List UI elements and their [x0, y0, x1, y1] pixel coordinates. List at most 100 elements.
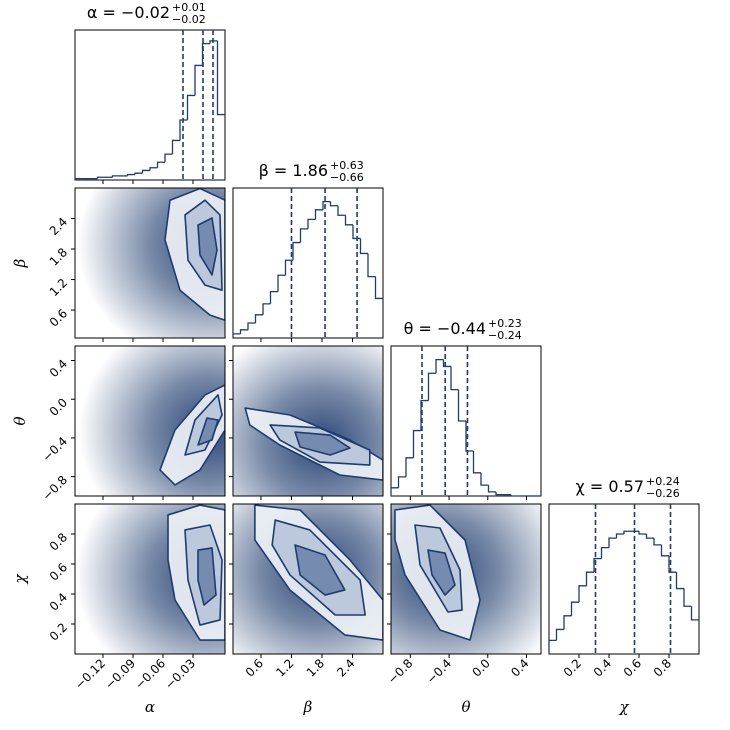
histogram-step [495, 491, 504, 496]
title-upper: +0.23 [488, 317, 522, 330]
panel-title: θ = −0.44 [404, 319, 486, 338]
x-tick-label: 2.4 [334, 656, 357, 679]
x-tick-label: −0.09 [102, 656, 138, 692]
y-tick-label: 2.4 [47, 215, 70, 238]
histogram-step [623, 530, 632, 534]
panel-frame [232, 345, 384, 497]
histogram-step [690, 606, 699, 621]
histogram-step [156, 161, 165, 168]
histogram-step [420, 399, 429, 431]
title-upper: +0.01 [172, 1, 206, 14]
histogram-step [96, 176, 105, 179]
histogram-step [675, 572, 684, 590]
x-tick-label: 0.6 [243, 656, 266, 679]
y-tick-label: 0.4 [47, 357, 70, 380]
histogram-step [209, 40, 218, 44]
y-axis-label: β [11, 258, 29, 268]
panel-title: α = −0.02 [87, 3, 170, 22]
histogram-step [307, 218, 316, 229]
histogram-step [683, 588, 692, 607]
histogram-step [668, 555, 677, 573]
histogram-step [292, 241, 301, 261]
histogram-step [450, 366, 459, 391]
title-lower: −0.66 [330, 171, 364, 184]
x-tick-label: 0.2 [561, 656, 584, 679]
histogram-step [149, 167, 158, 171]
histogram-step [548, 639, 557, 654]
histogram-step [472, 451, 481, 474]
histogram-step [134, 172, 143, 175]
panel-frame [390, 345, 542, 497]
y-axis-label: θ [11, 416, 29, 425]
histogram-step [344, 215, 353, 226]
panel [78, 346, 225, 496]
histogram-step [164, 153, 173, 163]
x-axis-label: χ [618, 698, 629, 716]
histogram-step [277, 274, 286, 292]
histogram-step [126, 173, 135, 176]
contour [184, 394, 223, 456]
histogram-step [367, 253, 376, 278]
y-tick-label: 0.4 [47, 590, 70, 613]
x-tick-label: −0.03 [162, 656, 198, 692]
histogram-step [314, 209, 323, 220]
histogram-step [555, 628, 564, 641]
histogram-step [337, 205, 346, 216]
y-tick-label: −0.4 [40, 434, 71, 465]
histogram-step [412, 429, 421, 458]
contour [294, 431, 351, 456]
panel-frame [232, 187, 384, 339]
x-tick-label: 0.4 [508, 656, 531, 679]
histogram-step [179, 119, 188, 141]
x-tick-label: 1.8 [304, 656, 327, 679]
panel-frame [548, 503, 700, 655]
panel-frame [74, 29, 226, 181]
panel [233, 346, 383, 496]
histogram-step [638, 531, 647, 535]
title-lower: −0.02 [172, 13, 206, 26]
histogram-step [239, 329, 248, 334]
histogram-step [487, 485, 496, 493]
histogram-step [141, 169, 150, 174]
title-lower: −0.26 [646, 487, 680, 500]
histogram-step [374, 276, 383, 300]
histogram-step [645, 534, 654, 539]
contour [197, 417, 219, 446]
histogram-step [480, 472, 489, 486]
histogram-step [510, 494, 519, 497]
histogram-step [194, 64, 203, 96]
histogram-step [653, 538, 662, 546]
panel-frame [232, 503, 384, 655]
histogram-step [660, 544, 669, 557]
x-tick-label: 0.8 [651, 656, 674, 679]
histogram-step [74, 177, 83, 180]
x-tick-label: −0.8 [385, 656, 416, 687]
histogram-step [269, 290, 278, 304]
x-tick-label: 1.2 [273, 656, 296, 679]
histogram-step [570, 601, 579, 616]
title-upper: +0.24 [646, 475, 680, 488]
y-tick-label: 0.2 [47, 620, 70, 643]
y-tick-label: 0.6 [47, 306, 70, 329]
histogram-step [254, 314, 263, 323]
y-tick-label: 0.8 [47, 530, 70, 553]
histogram-step [111, 175, 120, 178]
histogram-step [465, 421, 474, 452]
contour [197, 547, 217, 606]
histogram-step [435, 358, 444, 374]
y-tick-label: 1.8 [47, 245, 70, 268]
x-tick-label: 0.0 [469, 656, 492, 679]
histogram-step [216, 40, 225, 116]
x-tick-label: −0.06 [132, 656, 168, 692]
histogram-step [442, 359, 451, 368]
panel-frame [390, 503, 542, 655]
title-lower: −0.24 [488, 329, 522, 342]
y-tick-label: −0.8 [40, 473, 71, 504]
histogram-step [405, 457, 414, 477]
histogram-step [397, 476, 406, 488]
title-upper: +0.63 [330, 159, 364, 172]
x-axis-label: β [303, 698, 313, 716]
histogram-step [171, 139, 180, 155]
panel-title: χ = 0.57 [576, 477, 644, 496]
